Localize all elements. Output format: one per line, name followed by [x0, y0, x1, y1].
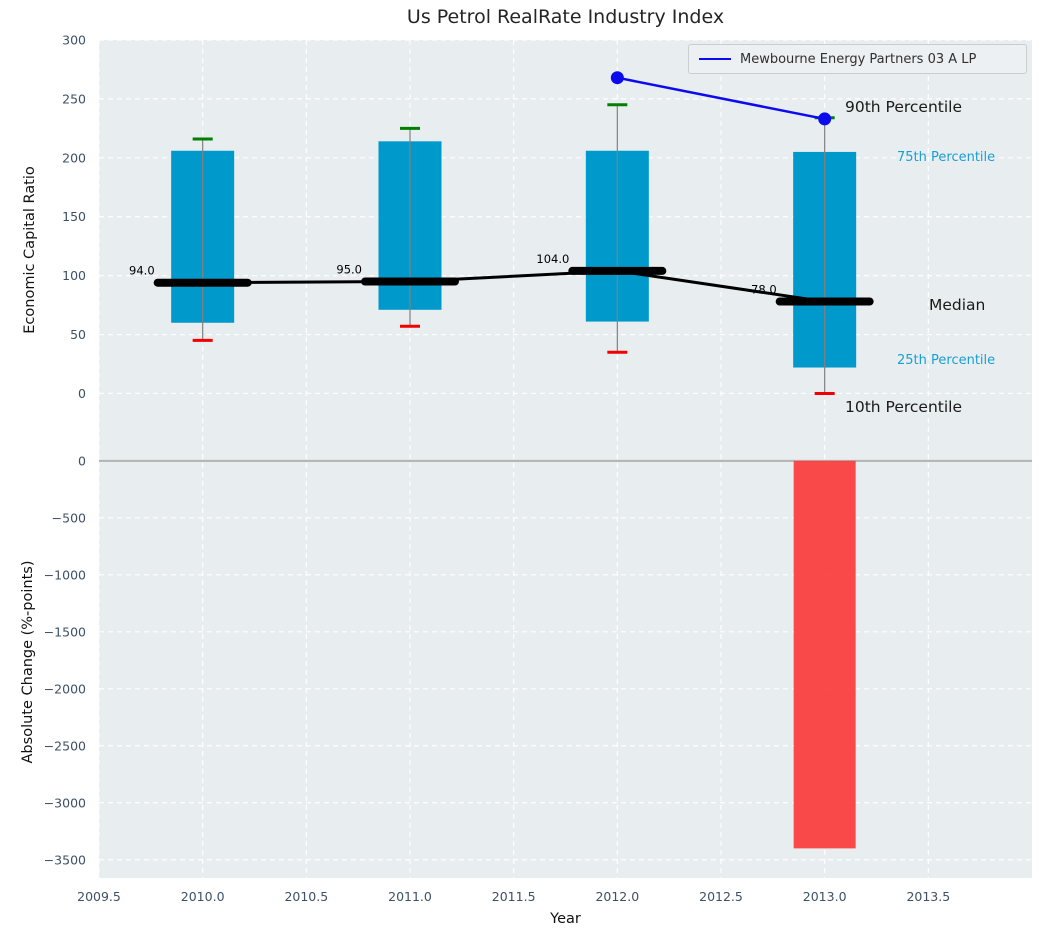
top-y-tick-label: 200 [62, 150, 86, 165]
legend-series-label: Mewbourne Energy Partners 03 A LP [740, 51, 977, 67]
x-tick-label: 2012.0 [595, 889, 639, 904]
top-y-tick-label: 150 [62, 209, 86, 224]
annotation-25th-percentile: 25th Percentile [897, 353, 996, 368]
annotation-10th-percentile: 10th Percentile [845, 398, 963, 416]
top-y-tick-label: 50 [70, 327, 86, 342]
x-tick-label: 2012.5 [699, 889, 743, 904]
x-tick-label: 2010.0 [181, 889, 225, 904]
x-tick-label: 2011.0 [388, 889, 432, 904]
x-axis-label: Year [550, 911, 581, 927]
legend: Mewbourne Energy Partners 03 A LP [688, 44, 1027, 74]
top-y-axis-label: Economic Capital Ratio [22, 166, 38, 334]
x-tick-label: 2010.5 [284, 889, 328, 904]
top-y-tick-label: 250 [62, 91, 86, 106]
legend-line-icon [699, 58, 731, 60]
bottom-y-tick-label: −500 [52, 510, 86, 525]
annotation-75th-percentile: 75th Percentile [897, 150, 996, 165]
median-value-label: 78.0 [751, 283, 777, 297]
annotation-90th-percentile: 90th Percentile [845, 98, 963, 116]
bottom-y-tick-label: 0 [78, 453, 86, 468]
company-marker [610, 71, 624, 85]
bottom-y-tick-label: −3500 [44, 852, 86, 867]
annotation-median: Median [929, 296, 986, 314]
median-value-label: 95.0 [336, 263, 362, 277]
x-tick-label: 2009.5 [77, 889, 121, 904]
chart-title: Us Petrol RealRate Industry Index [406, 6, 725, 28]
bottom-y-tick-label: −2000 [44, 681, 86, 696]
plot-background [99, 40, 1032, 878]
change-bar [793, 460, 856, 849]
median-trend-line [202, 269, 825, 304]
bottom-y-tick-label: −2500 [44, 738, 86, 753]
median-value-label: 104.0 [536, 252, 569, 266]
company-line [617, 76, 825, 121]
top-y-tick-label: 0 [78, 386, 86, 401]
bottom-y-tick-label: −1500 [44, 624, 86, 639]
median-value-label: 94.0 [129, 264, 155, 278]
top-y-tick-label: 100 [62, 268, 86, 283]
bottom-y-tick-label: −3000 [44, 795, 86, 810]
top-y-tick-label: 300 [62, 33, 86, 48]
x-tick-label: 2013.0 [803, 889, 847, 904]
bottom-y-tick-label: −1000 [44, 567, 86, 582]
company-marker [818, 112, 832, 126]
bottom-y-axis-label: Absolute Change (%-points) [20, 560, 36, 764]
x-tick-label: 2011.5 [492, 889, 536, 904]
x-tick-label: 2013.5 [906, 889, 950, 904]
